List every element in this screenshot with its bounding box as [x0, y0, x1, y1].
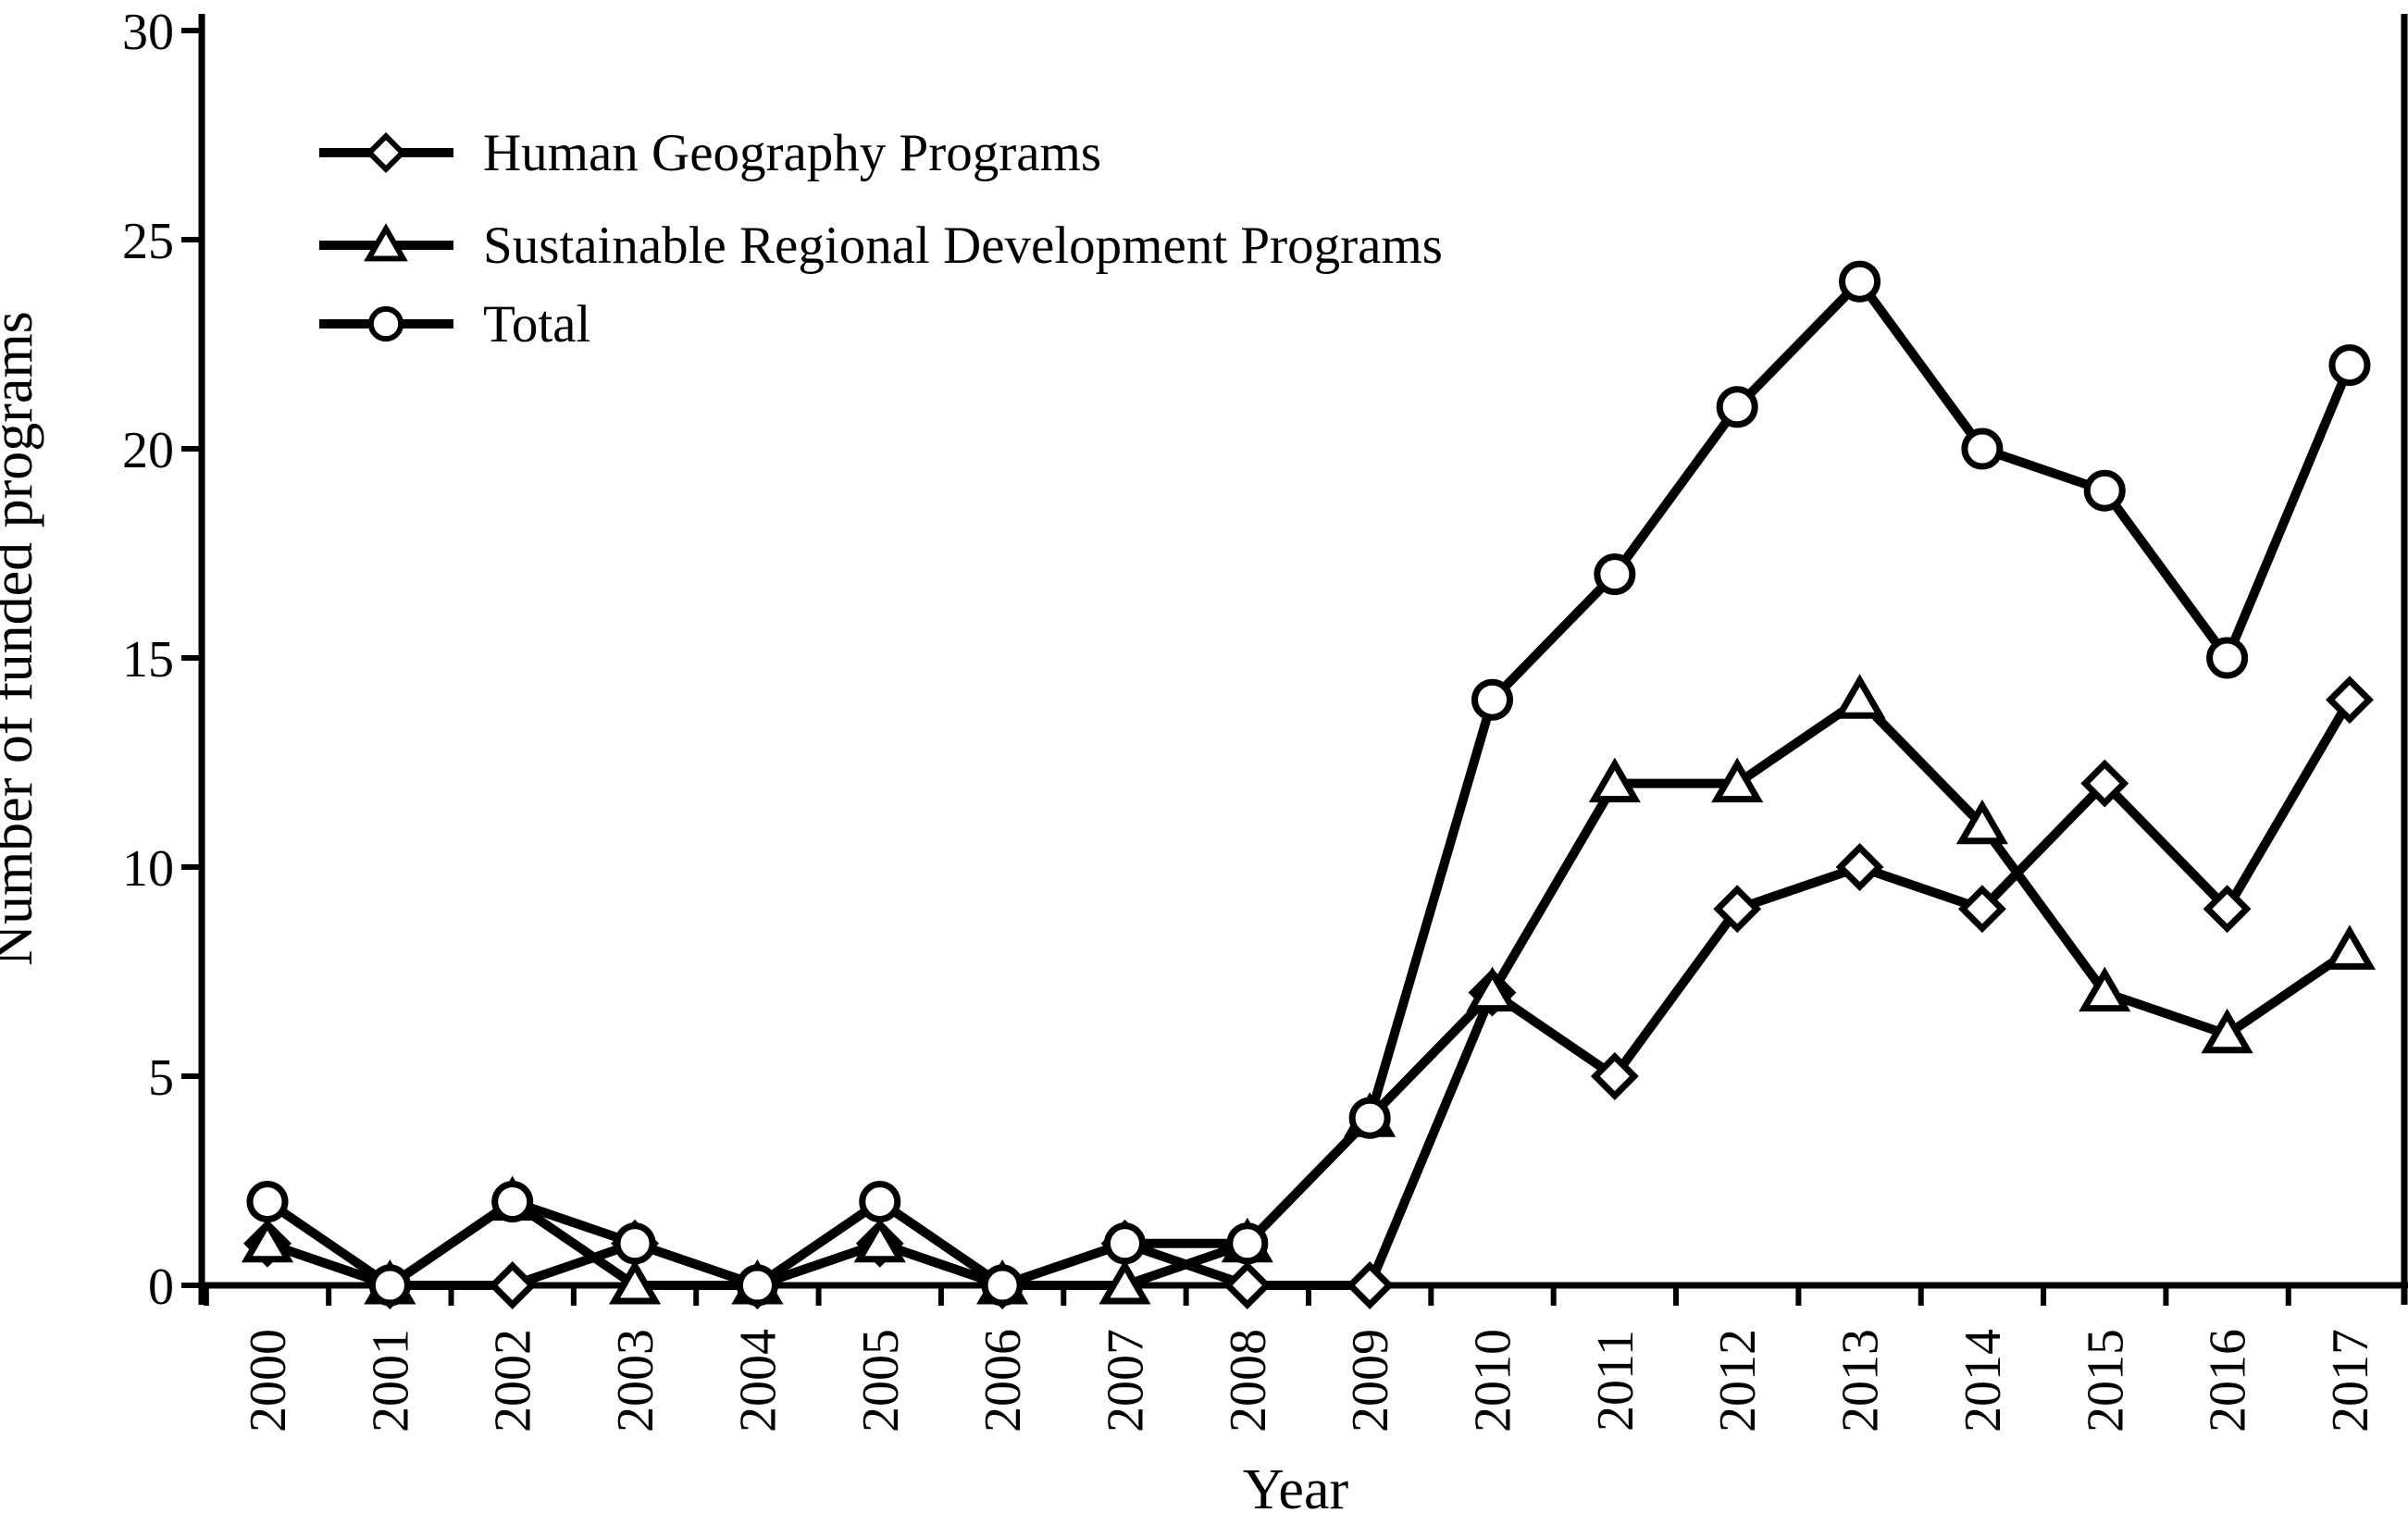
series-line-total — [265, 274, 2354, 1292]
x-tick-label-2003: 2003 — [607, 1329, 664, 1432]
x-tick-label-2012: 2012 — [1709, 1329, 1767, 1432]
marker-circle-2012 — [1716, 386, 1758, 428]
x-tick-label-2008: 2008 — [1220, 1329, 1277, 1432]
y-tick-label-15: 15 — [122, 631, 174, 688]
legend-marker-sustainable-regional-development — [319, 223, 453, 262]
marker-diamond-2014 — [1957, 885, 2006, 934]
marker-circle-2003 — [614, 1222, 656, 1265]
y-tick-label-20: 20 — [122, 422, 174, 479]
x-tick-label-2016: 2016 — [2200, 1329, 2257, 1432]
x-tick-label-2015: 2015 — [2077, 1329, 2134, 1432]
series-root — [241, 260, 2377, 1309]
legend-label-sustainable-regional-development: Sustainable Regional Development Program… — [483, 217, 1443, 275]
marker-circle-2000 — [246, 1181, 289, 1223]
series-line-sustainable-regional-development-programs — [266, 693, 2352, 1291]
marker-circle-2013 — [1839, 260, 1881, 303]
marker-circle-2011 — [1594, 553, 1636, 596]
series-sustainable-regional-development-programs — [241, 674, 2377, 1305]
marker-circle-2007 — [1103, 1222, 1146, 1265]
marker-triangle-2013 — [1833, 674, 1886, 719]
marker-circle-2002 — [491, 1181, 534, 1223]
marker-circle-2006 — [981, 1264, 1024, 1307]
x-axis-ticks — [203, 1285, 2291, 1306]
marker-triangle-2000 — [241, 1217, 294, 1263]
marker-triangle-2012 — [1711, 757, 1764, 803]
series-human-geography-programs — [243, 676, 2374, 1309]
x-tick-label-2004: 2004 — [729, 1329, 787, 1432]
legend-glyph-triangle — [364, 223, 408, 262]
legend-label-total: Total — [483, 295, 590, 353]
y-tick-label-30: 30 — [122, 4, 174, 61]
legend: Human Geography Programs Sustainable Reg… — [319, 124, 1443, 353]
x-tick-label-2017: 2017 — [2322, 1329, 2379, 1432]
marker-triangle-2010 — [1466, 966, 1519, 1012]
x-tick-label-2009: 2009 — [1342, 1329, 1399, 1432]
x-tick-label-2001: 2001 — [362, 1329, 419, 1432]
x-tick-label-2000: 2000 — [240, 1329, 297, 1432]
x-tick-label-2011: 2011 — [1587, 1330, 1645, 1432]
y-tick-label-25: 25 — [122, 213, 174, 270]
y-axis-tick-labels: 0 5 10 15 20 25 30 — [122, 4, 174, 1316]
marker-triangle-2005 — [853, 1217, 906, 1263]
marker-circle-2010 — [1471, 678, 1513, 721]
marker-triangle-2007 — [1098, 1259, 1151, 1305]
marker-triangle-2014 — [1955, 799, 2008, 845]
x-axis-title: Year — [1243, 1458, 1349, 1521]
legend-marker-human-geography — [319, 131, 453, 174]
marker-circle-2005 — [859, 1181, 901, 1223]
marker-triangle-2015 — [2079, 966, 2131, 1012]
x-tick-label-2007: 2007 — [1097, 1329, 1154, 1432]
marker-diamond-2015 — [2080, 759, 2129, 808]
marker-diamond-2009 — [1346, 1261, 1395, 1309]
marker-circle-2016 — [2206, 637, 2249, 679]
series-line-human-geography-programs — [266, 697, 2354, 1291]
marker-circle-2009 — [1348, 1097, 1391, 1139]
legend-marker-total — [319, 305, 453, 342]
legend-glyph-diamond — [365, 131, 407, 174]
marker-diamond-2008 — [1223, 1261, 1272, 1309]
y-tick-label-0: 0 — [148, 1258, 174, 1316]
marker-circle-2001 — [368, 1264, 411, 1307]
y-axis-ticks — [181, 28, 202, 1288]
x-axis-tick-labels: 2000 2001 2002 2003 2004 2005 2006 2007 2008 2009… — [240, 1329, 2379, 1432]
marker-triangle-2016 — [2201, 1008, 2253, 1054]
marker-circle-2015 — [2083, 469, 2126, 512]
marker-diamond-2016 — [2203, 885, 2252, 934]
marker-circle-2004 — [736, 1264, 778, 1307]
marker-diamond-2002 — [488, 1261, 537, 1309]
marker-triangle-2003 — [608, 1259, 662, 1305]
marker-circle-2014 — [1961, 428, 2004, 470]
marker-circle-2017 — [2328, 344, 2371, 387]
marker-diamond-2013 — [1835, 843, 1884, 891]
x-tick-label-2005: 2005 — [852, 1329, 910, 1432]
marker-triangle-2011 — [1588, 757, 1641, 803]
marker-diamond-2017 — [2326, 676, 2374, 725]
legend-glyph-circle — [367, 305, 404, 342]
marker-diamond-2012 — [1713, 885, 1762, 934]
y-axis-title: Number of funded programs — [0, 311, 44, 966]
y-tick-label-5: 5 — [148, 1049, 174, 1107]
y-tick-label-10: 10 — [122, 840, 174, 898]
marker-diamond-2011 — [1590, 1052, 1639, 1100]
x-tick-label-2002: 2002 — [485, 1329, 542, 1432]
marker-circle-2008 — [1226, 1222, 1269, 1265]
axes — [198, 14, 2408, 1305]
x-tick-label-2014: 2014 — [1955, 1329, 2012, 1432]
x-tick-label-2013: 2013 — [1832, 1329, 1890, 1432]
legend-label-human-geography: Human Geography Programs — [483, 124, 1101, 182]
x-tick-label-2010: 2010 — [1465, 1329, 1522, 1432]
x-tick-label-2006: 2006 — [974, 1329, 1032, 1432]
series-total — [246, 260, 2371, 1307]
marker-triangle-2017 — [2323, 924, 2377, 970]
